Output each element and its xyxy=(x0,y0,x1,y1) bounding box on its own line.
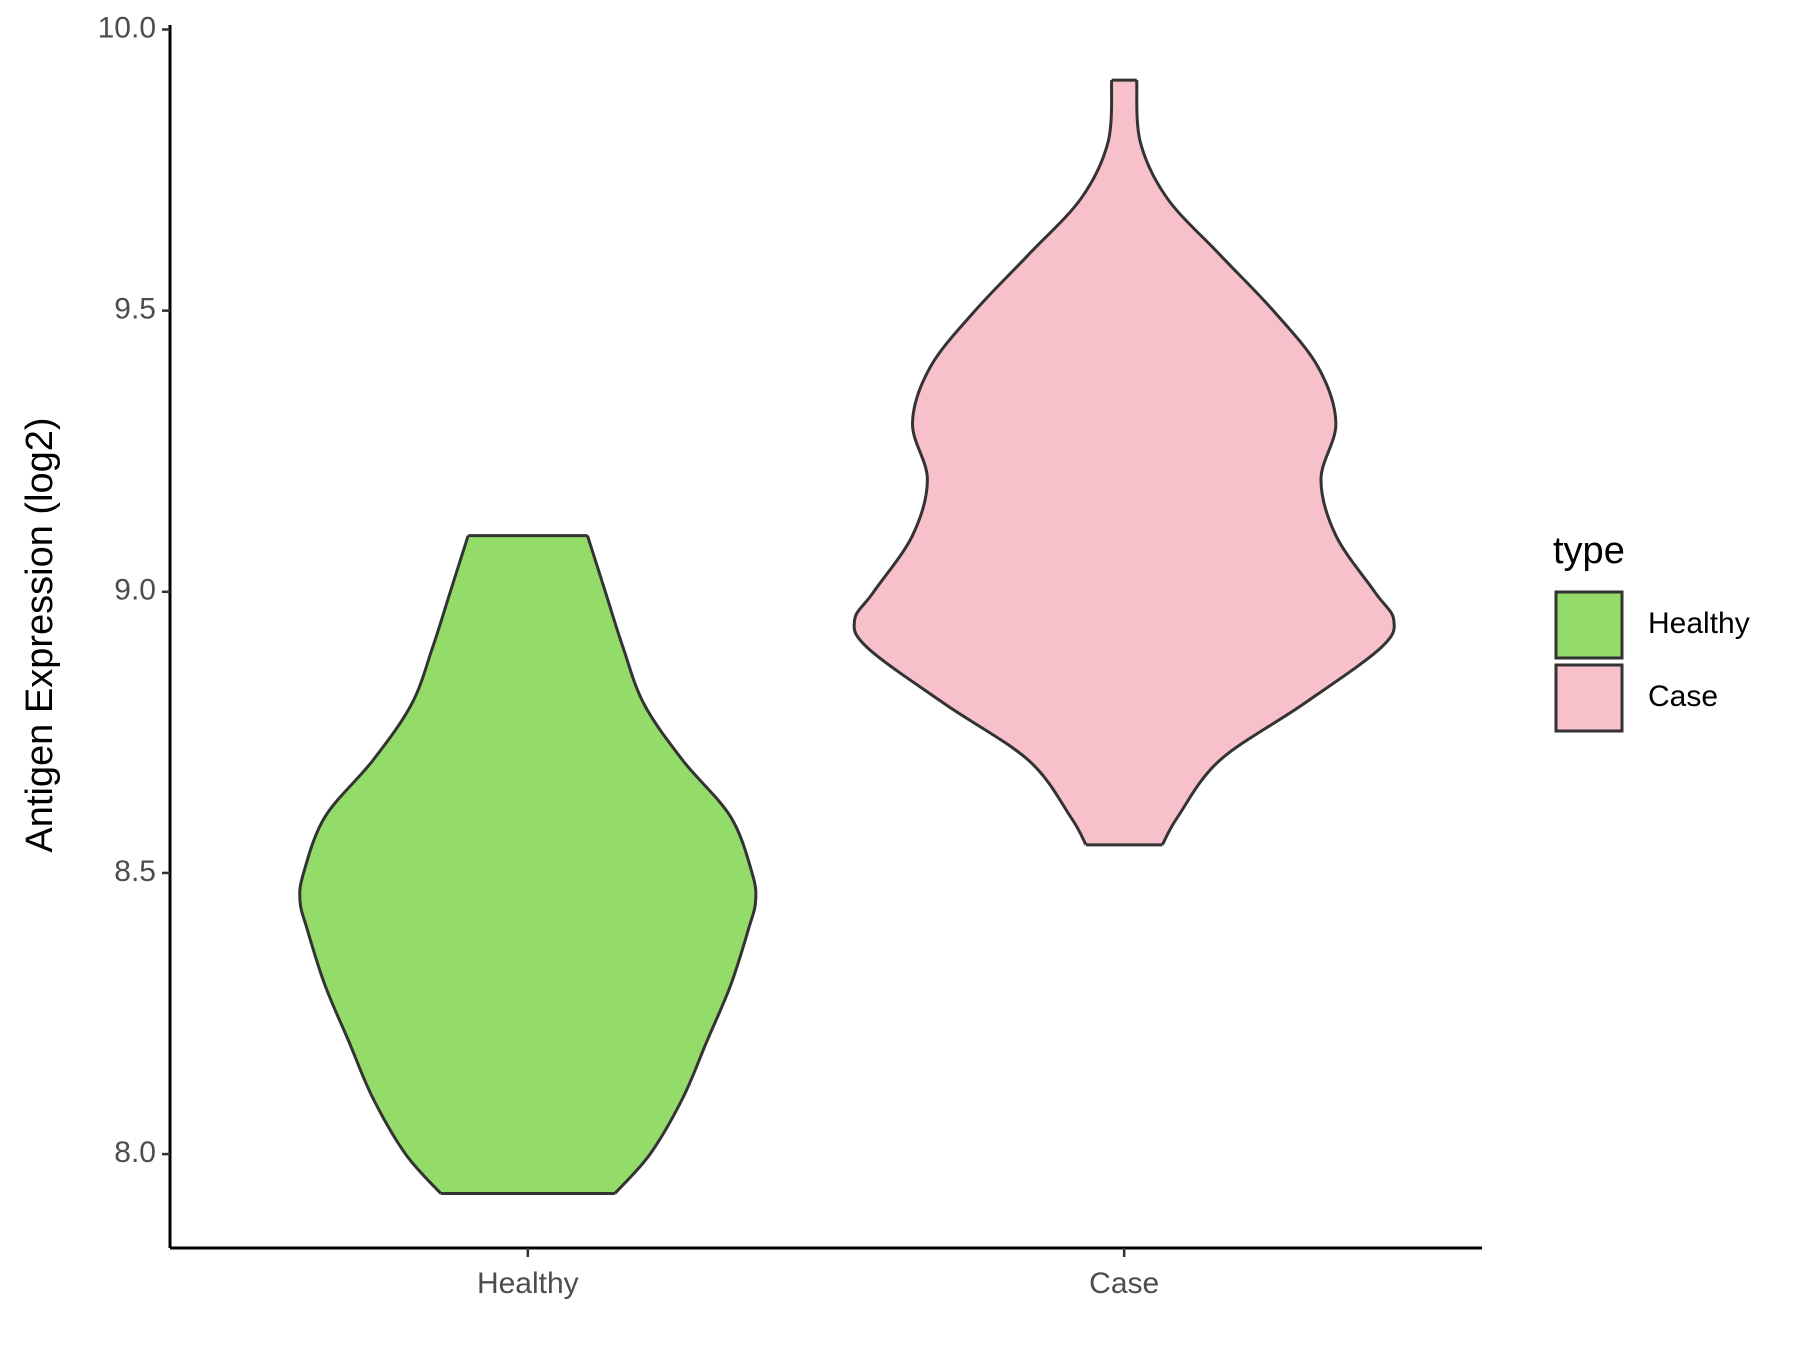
violin-outline-left xyxy=(298,535,470,1195)
y-tick-label: 9.5 xyxy=(114,293,156,326)
violin-outline-right xyxy=(586,535,758,1195)
legend-label: Case xyxy=(1648,680,1718,713)
violin-body xyxy=(854,80,1395,845)
x-tick-label: Case xyxy=(1089,1267,1159,1300)
legend-swatch xyxy=(1554,590,1624,660)
x-tick-label: Healthy xyxy=(477,1267,579,1300)
y-tick-label: 10.0 xyxy=(98,11,156,44)
violin-outline-right xyxy=(1135,80,1396,846)
legend-title: type xyxy=(1553,530,1625,572)
y-tick-label: 8.0 xyxy=(114,1136,156,1169)
violin-body xyxy=(299,535,756,1194)
violin-outline-left xyxy=(852,80,1114,846)
legend-swatch xyxy=(1554,663,1624,733)
y-axis-title: Antigen Expression (log2) xyxy=(19,417,61,852)
y-tick-label: 9.0 xyxy=(114,574,156,607)
legend-label: Healthy xyxy=(1648,607,1750,640)
y-tick-label: 8.5 xyxy=(114,855,156,888)
